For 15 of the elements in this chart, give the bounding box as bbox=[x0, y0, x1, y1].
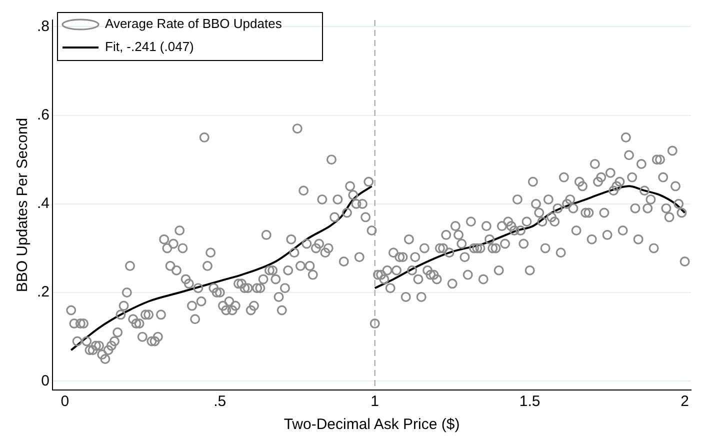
x-tick-label: 0 bbox=[60, 393, 70, 410]
x-axis-title: Two-Decimal Ask Price ($) bbox=[284, 416, 460, 434]
x-tick-label: 1 bbox=[370, 393, 380, 410]
y-axis-title: BBO Updates Per Second bbox=[14, 118, 32, 292]
legend-label: Fit, -.241 (.047) bbox=[105, 39, 194, 54]
legend-label: Average Rate of BBO Updates bbox=[105, 16, 282, 32]
x-tick-label: 1.5 bbox=[519, 393, 540, 410]
y-tick-label: .8 bbox=[36, 18, 50, 35]
y-tick-label: .2 bbox=[36, 284, 50, 301]
x-tick-label: 2 bbox=[680, 393, 689, 410]
y-tick-label: 0 bbox=[41, 372, 50, 390]
y-tick-label: .6 bbox=[36, 106, 50, 124]
y-tick-label: .4 bbox=[36, 195, 50, 212]
x-tick-label: .5 bbox=[214, 393, 226, 410]
line-series bbox=[374, 185, 686, 290]
